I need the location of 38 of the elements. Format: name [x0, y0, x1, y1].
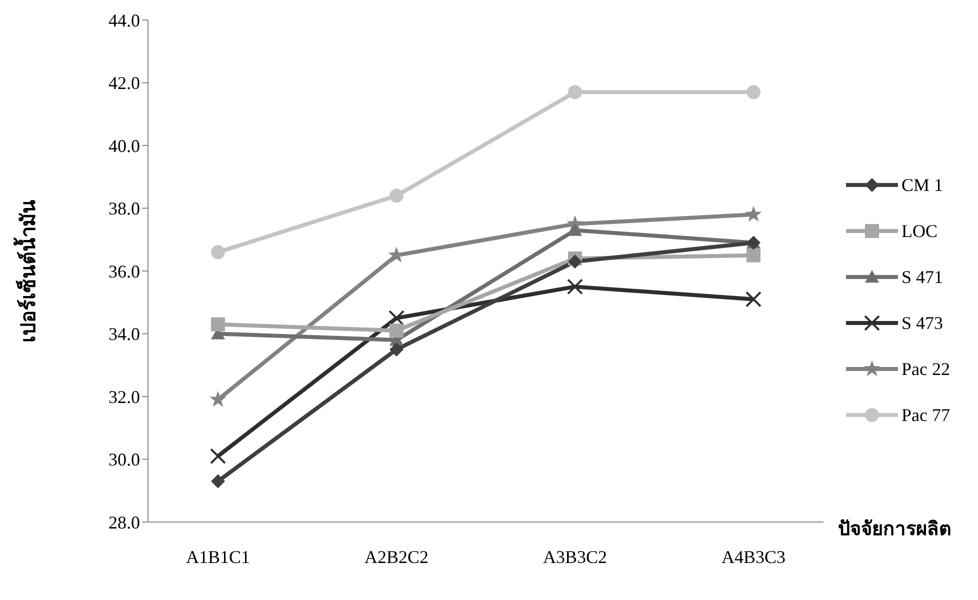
point — [211, 474, 225, 488]
point — [211, 317, 225, 332]
point — [568, 254, 582, 269]
y-tick-label: 42.0 — [108, 73, 140, 94]
y-tick-label: 36.0 — [108, 261, 140, 282]
point — [388, 310, 404, 326]
y-tick-label: 38.0 — [108, 198, 140, 219]
x-tick-label: A1B1C1 — [186, 546, 250, 567]
point — [390, 188, 404, 203]
point — [211, 245, 225, 260]
point — [210, 448, 226, 464]
point — [567, 278, 583, 295]
x-tick-label: A4B3C3 — [721, 546, 786, 567]
legend-label: CM 1 — [902, 174, 944, 196]
y-tick-label: 44.0 — [108, 10, 140, 30]
point — [746, 85, 760, 100]
legend-label: Pac 22 — [902, 358, 950, 380]
point — [390, 342, 404, 356]
legend-label: S 473 — [902, 312, 944, 334]
y-tick-label: 32.0 — [108, 386, 140, 407]
x-axis-title: ปัจจัยการผลิต — [838, 518, 951, 542]
x-tick-label: A2B2C2 — [364, 546, 429, 567]
legend-label: S 471 — [902, 266, 944, 288]
point — [746, 291, 762, 308]
point — [390, 324, 404, 338]
legend-label: Pac 77 — [902, 404, 950, 426]
point — [745, 206, 762, 222]
point — [568, 223, 582, 236]
point — [568, 85, 582, 100]
y-tick-label: 34.0 — [108, 324, 140, 344]
x-tick-label: A3B3C2 — [542, 546, 608, 567]
y-tick-label: 30.0 — [108, 450, 140, 470]
y-axis-title: เปอร์เซ็นต์น้ำมัน — [13, 200, 40, 342]
point — [746, 248, 760, 262]
y-tick-label: 40.0 — [108, 136, 140, 156]
point — [210, 390, 226, 407]
y-tick-label: 28.0 — [108, 512, 140, 532]
legend-label: LOC — [902, 220, 938, 242]
